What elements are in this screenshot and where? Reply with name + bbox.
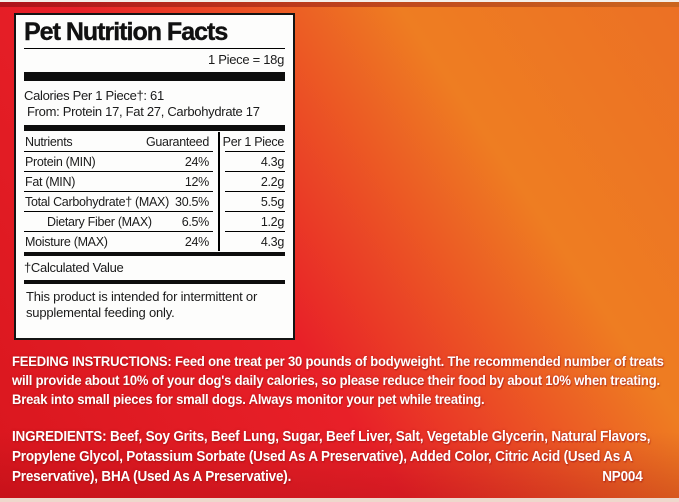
table-row-dietary-fiber: Dietary Fiber (MAX) 6.5% 1.2g xyxy=(24,212,285,232)
ingredients-section: INGREDIENTS: Beef, Soy Grits, Beef Lung,… xyxy=(12,427,665,487)
nutrient-label: Total Carbohydrate† (MAX) xyxy=(25,195,169,209)
nutrients-table: Nutrients Guaranteed Per 1 Piece Protein… xyxy=(24,132,285,251)
top-edge-shadow xyxy=(0,2,679,7)
bottom-edge-highlight xyxy=(0,498,679,502)
panel-title: Pet Nutrition Facts xyxy=(24,18,229,46)
header-guaranteed: Guaranteed xyxy=(145,135,209,149)
header-nutrients: Nutrients xyxy=(25,135,73,149)
thin-divider-bar xyxy=(24,252,285,256)
serving-size: 1 Piece = 18g xyxy=(208,52,284,67)
ingredients-label: INGREDIENTS: xyxy=(12,429,107,445)
nutrient-label: Dietary Fiber (MAX) xyxy=(47,215,152,229)
nutrient-label: Moisture (MAX) xyxy=(25,235,108,249)
thin-divider-bar xyxy=(24,280,285,284)
top-edge-highlight xyxy=(0,0,679,2)
table-row-protein: Protein (MIN) 24% 4.3g xyxy=(24,152,285,172)
header-per-piece: Per 1 Piece xyxy=(218,132,285,152)
ingredients-text: Beef, Soy Grits, Beef Lung, Sugar, Beef … xyxy=(12,429,651,485)
mid-divider-bar xyxy=(24,125,285,131)
guaranteed-value: 6.5% xyxy=(181,215,210,229)
per-piece-value: 2.2g xyxy=(218,172,285,192)
table-row-carbohydrate: Total Carbohydrate† (MAX) 30.5% 5.5g xyxy=(24,192,285,212)
nutrient-label: Protein (MIN) xyxy=(25,155,96,169)
guaranteed-value: 12% xyxy=(184,175,209,189)
thick-divider-bar xyxy=(24,72,285,81)
intermittent-feeding-note: This product is intended for intermitten… xyxy=(26,289,258,320)
calories-from-line: From: Protein 17, Fat 27, Carbohydrate 1… xyxy=(27,104,260,119)
feeding-instructions-text: Feed one treat per 30 pounds of bodyweig… xyxy=(12,353,664,407)
guaranteed-value: 24% xyxy=(184,235,209,249)
table-row-moisture: Moisture (MAX) 24% 4.3g xyxy=(24,232,285,251)
calories-line: Calories Per 1 Piece†: 61 xyxy=(24,88,164,103)
nutrition-facts-panel: Pet Nutrition Facts 1 Piece = 18g Calori… xyxy=(14,13,295,340)
product-code: NP004 xyxy=(602,469,643,485)
feeding-instructions: FEEDING INSTRUCTIONS: Feed one treat per… xyxy=(12,352,665,409)
guaranteed-value: 24% xyxy=(184,155,209,169)
feeding-instructions-label: FEEDING INSTRUCTIONS: xyxy=(12,353,172,369)
calculated-value-footnote: †Calculated Value xyxy=(24,260,124,275)
per-piece-value: 5.5g xyxy=(218,192,285,212)
nutrient-label: Fat (MIN) xyxy=(25,175,76,189)
table-row-fat: Fat (MIN) 12% 2.2g xyxy=(24,172,285,192)
guaranteed-value: 30.5% xyxy=(175,195,209,209)
table-header-row: Nutrients Guaranteed Per 1 Piece xyxy=(24,132,285,152)
title-divider xyxy=(24,48,285,49)
per-piece-value: 1.2g xyxy=(218,212,285,232)
per-piece-value: 4.3g xyxy=(218,232,285,251)
per-piece-value: 4.3g xyxy=(218,152,285,172)
